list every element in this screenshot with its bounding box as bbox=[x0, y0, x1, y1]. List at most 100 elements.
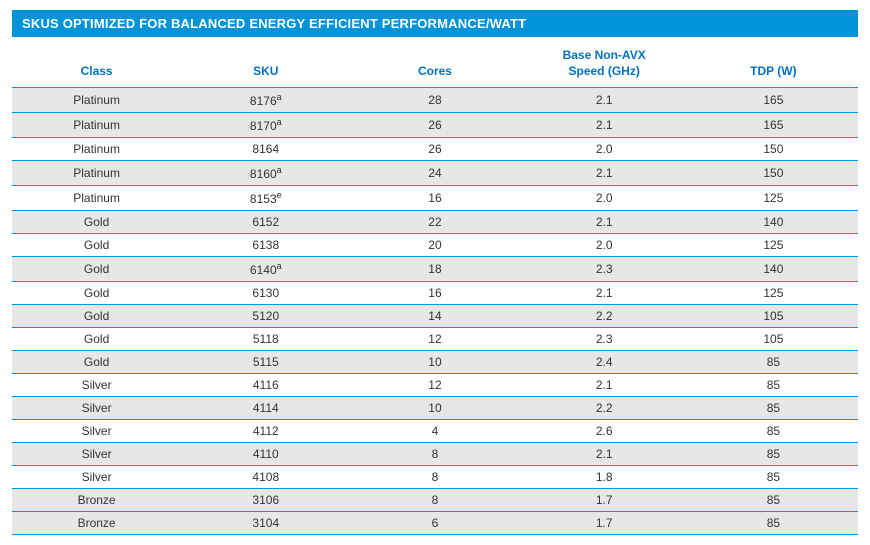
cell-speed: 1.8 bbox=[520, 466, 689, 489]
cell-speed: 2.0 bbox=[520, 186, 689, 211]
cell-sku: 5120 bbox=[181, 305, 350, 328]
cell-tdp: 165 bbox=[689, 88, 858, 113]
cell-cores: 20 bbox=[350, 234, 519, 257]
col-class: Class bbox=[12, 37, 181, 88]
cell-cores: 10 bbox=[350, 397, 519, 420]
cell-cores: 8 bbox=[350, 466, 519, 489]
table-row: Gold6138202.0125 bbox=[12, 234, 858, 257]
cell-cores: 8 bbox=[350, 443, 519, 466]
cell-class: Platinum bbox=[12, 161, 181, 186]
cell-sku: 6140a bbox=[181, 257, 350, 282]
cell-speed: 2.1 bbox=[520, 374, 689, 397]
cell-tdp: 85 bbox=[689, 397, 858, 420]
cell-cores: 4 bbox=[350, 420, 519, 443]
cell-class: Silver bbox=[12, 374, 181, 397]
cell-class: Platinum bbox=[12, 186, 181, 211]
cell-class: Platinum bbox=[12, 138, 181, 161]
cell-class: Gold bbox=[12, 211, 181, 234]
table-row: Gold5115102.485 bbox=[12, 351, 858, 374]
cell-class: Platinum bbox=[12, 88, 181, 113]
cell-tdp: 125 bbox=[689, 282, 858, 305]
col-sku: SKU bbox=[181, 37, 350, 88]
table-row: Gold6140a182.3140 bbox=[12, 257, 858, 282]
cell-sku: 4114 bbox=[181, 397, 350, 420]
cell-speed: 2.1 bbox=[520, 211, 689, 234]
cell-cores: 26 bbox=[350, 138, 519, 161]
cell-sku: 8153e bbox=[181, 186, 350, 211]
cell-tdp: 150 bbox=[689, 138, 858, 161]
cell-class: Bronze bbox=[12, 512, 181, 535]
cell-speed: 2.2 bbox=[520, 397, 689, 420]
cell-tdp: 125 bbox=[689, 186, 858, 211]
table-body: Platinum8176a282.1165Platinum8170a262.11… bbox=[12, 88, 858, 535]
cell-sku: 3106 bbox=[181, 489, 350, 512]
cell-sku: 8164 bbox=[181, 138, 350, 161]
cell-class: Gold bbox=[12, 234, 181, 257]
cell-class: Silver bbox=[12, 443, 181, 466]
cell-sku: 8176a bbox=[181, 88, 350, 113]
table-row: Gold6130162.1125 bbox=[12, 282, 858, 305]
cell-class: Silver bbox=[12, 466, 181, 489]
cell-class: Gold bbox=[12, 305, 181, 328]
cell-sku: 5118 bbox=[181, 328, 350, 351]
table-row: Silver4116122.185 bbox=[12, 374, 858, 397]
cell-class: Silver bbox=[12, 420, 181, 443]
cell-sku: 4108 bbox=[181, 466, 350, 489]
cell-cores: 8 bbox=[350, 489, 519, 512]
cell-sku: 6130 bbox=[181, 282, 350, 305]
cell-cores: 18 bbox=[350, 257, 519, 282]
cell-speed: 2.0 bbox=[520, 234, 689, 257]
cell-tdp: 85 bbox=[689, 466, 858, 489]
cell-tdp: 85 bbox=[689, 443, 858, 466]
table-row: Gold5118122.3105 bbox=[12, 328, 858, 351]
cell-speed: 2.6 bbox=[520, 420, 689, 443]
table-row: Silver411242.685 bbox=[12, 420, 858, 443]
cell-tdp: 85 bbox=[689, 489, 858, 512]
cell-speed: 2.3 bbox=[520, 328, 689, 351]
cell-tdp: 105 bbox=[689, 305, 858, 328]
sku-table: Class SKU Cores Base Non-AVX Speed (GHz)… bbox=[12, 37, 858, 535]
table-row: Silver4114102.285 bbox=[12, 397, 858, 420]
table-row: Silver410881.885 bbox=[12, 466, 858, 489]
cell-speed: 2.0 bbox=[520, 138, 689, 161]
cell-speed: 2.1 bbox=[520, 88, 689, 113]
cell-cores: 14 bbox=[350, 305, 519, 328]
cell-class: Silver bbox=[12, 397, 181, 420]
cell-class: Gold bbox=[12, 282, 181, 305]
table-row: Platinum8153e162.0125 bbox=[12, 186, 858, 211]
cell-tdp: 85 bbox=[689, 374, 858, 397]
cell-tdp: 140 bbox=[689, 257, 858, 282]
cell-cores: 26 bbox=[350, 113, 519, 138]
cell-sku: 5115 bbox=[181, 351, 350, 374]
cell-class: Gold bbox=[12, 257, 181, 282]
cell-speed: 2.1 bbox=[520, 443, 689, 466]
col-speed: Base Non-AVX Speed (GHz) bbox=[520, 37, 689, 88]
cell-sku: 4110 bbox=[181, 443, 350, 466]
table-header: Class SKU Cores Base Non-AVX Speed (GHz)… bbox=[12, 37, 858, 88]
cell-sku: 4116 bbox=[181, 374, 350, 397]
cell-cores: 10 bbox=[350, 351, 519, 374]
table-row: Bronze310681.785 bbox=[12, 489, 858, 512]
cell-tdp: 85 bbox=[689, 420, 858, 443]
cell-tdp: 140 bbox=[689, 211, 858, 234]
table-row: Silver411082.185 bbox=[12, 443, 858, 466]
cell-speed: 2.2 bbox=[520, 305, 689, 328]
cell-cores: 16 bbox=[350, 186, 519, 211]
table-title: SKUS OPTIMIZED FOR BALANCED ENERGY EFFIC… bbox=[12, 10, 858, 37]
cell-tdp: 105 bbox=[689, 328, 858, 351]
cell-speed: 2.1 bbox=[520, 161, 689, 186]
table-row: Gold5120142.2105 bbox=[12, 305, 858, 328]
cell-cores: 12 bbox=[350, 374, 519, 397]
cell-sku: 6138 bbox=[181, 234, 350, 257]
cell-cores: 22 bbox=[350, 211, 519, 234]
cell-speed: 2.3 bbox=[520, 257, 689, 282]
cell-sku: 3104 bbox=[181, 512, 350, 535]
cell-cores: 6 bbox=[350, 512, 519, 535]
cell-sku: 6152 bbox=[181, 211, 350, 234]
cell-class: Platinum bbox=[12, 113, 181, 138]
cell-tdp: 150 bbox=[689, 161, 858, 186]
cell-tdp: 165 bbox=[689, 113, 858, 138]
cell-speed: 2.1 bbox=[520, 282, 689, 305]
table-row: Platinum8170a262.1165 bbox=[12, 113, 858, 138]
table-row: Bronze310461.785 bbox=[12, 512, 858, 535]
